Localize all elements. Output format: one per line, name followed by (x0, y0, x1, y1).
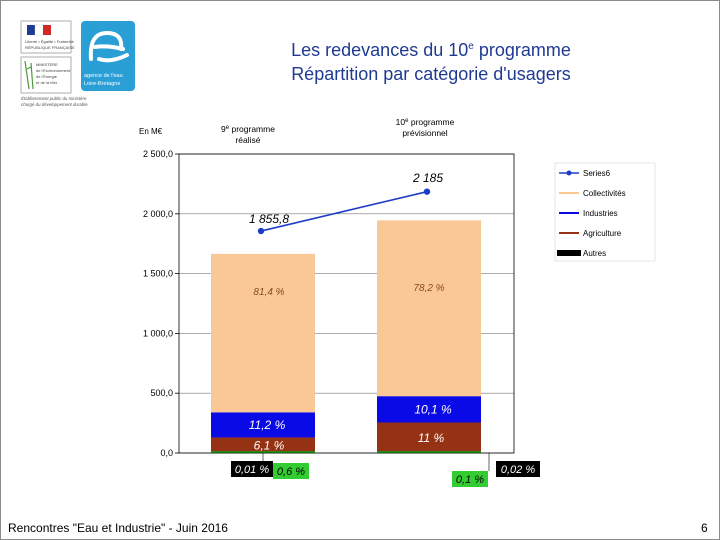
callout-text-1: 0,6 % (277, 466, 305, 478)
category-line2-1: prévisionnel (402, 128, 447, 138)
ministere-grass-icon (24, 60, 34, 90)
republique-line-1: Liberté • Égalité • Fraternité (25, 39, 75, 44)
flag-red (43, 25, 51, 35)
ticks-layer: 0,0 500,0 1 000,0 1 500,0 2 000,0 2 500,0 9e p… (143, 117, 455, 458)
ytick-label-3: 1 500,0 (143, 269, 173, 279)
etablissement-line-2: chargé du développement durable (21, 102, 88, 107)
ytick-label-5: 2 500,0 (143, 149, 173, 159)
line-value-label-1: 2 185 (412, 171, 443, 185)
pct-industries-1: 10,1 % (414, 402, 452, 416)
line-point-1 (423, 188, 431, 195)
ministere-line-2: de l'Environnement, (36, 68, 71, 73)
pct-collectivites-1: 78,2 % (413, 283, 444, 294)
page-number: 6 (701, 521, 708, 535)
slide-title: Les redevances du 10e programme Répartit… (201, 35, 661, 86)
line-layer: 1 855,8 2 185 (249, 171, 443, 235)
legend-label-2: Industries (583, 209, 618, 218)
bar-industries-0 (211, 412, 315, 438)
category-sup-1: e (405, 118, 409, 124)
ytick-label-4: 2 000,0 (143, 209, 173, 219)
category-label-1: 10e programme (396, 117, 455, 127)
ministere-line-4: et de la Mer (36, 80, 58, 85)
callout-text-2: 0,1 % (456, 474, 484, 486)
title-line-1-suffix: programme (473, 40, 571, 60)
category-line1-1: programme (408, 117, 454, 127)
title-line-1-prefix: Les redevances du 10 (291, 40, 469, 60)
republique-line-2: RÉPUBLIQUE FRANÇAISE (25, 45, 75, 50)
unit-label: En M€ (139, 127, 163, 136)
category-sup-0: e (226, 125, 230, 131)
ministere-line-3: de l'Énergie (36, 74, 58, 79)
agence-ae-icon (88, 30, 129, 63)
bar-autres-0 (211, 451, 315, 453)
pct-industries-0: 11,2 % (249, 418, 286, 432)
bar-agriculture-0 (211, 437, 315, 452)
legend-layer: Series6 Collectivités Industries Agricultur… (554, 162, 656, 262)
legend-swatch-4 (557, 250, 581, 256)
line-value-label-0: 1 855,8 (249, 212, 289, 226)
callout-box-0 (231, 461, 273, 477)
callout-text-3: 0,02 % (501, 464, 535, 476)
bar-autres-1 (377, 451, 481, 453)
title-line-1: Les redevances du 10e programme (201, 35, 661, 62)
bar-collectivités-1 (377, 220, 481, 397)
legend-label-3: Agriculture (583, 229, 622, 238)
title-line-2: Répartition par catégorie d'usagers (291, 64, 571, 84)
ministere-line-1: MINISTÈRE (36, 62, 58, 67)
bar-agriculture-1 (377, 422, 481, 452)
pct-agriculture-1: 11 % (418, 431, 445, 445)
category-label-0: 9e programme (221, 124, 275, 134)
bar-industries-1 (377, 396, 481, 423)
legend-label-0: Series6 (583, 169, 611, 178)
agence-line-2: Loire-Bretagne (84, 81, 120, 87)
title-line-1-sup: e (468, 41, 474, 52)
callout-layer: 0,01 % 0,6 % 0,1 % 0,02 % (231, 453, 540, 487)
logos-svg: Liberté • Égalité • Fraternité RÉPUBLIQU… (20, 20, 135, 107)
footer-text: Rencontres "Eau et Industrie" - Juin 201… (8, 521, 228, 535)
bars-layer (211, 220, 481, 453)
etablissement-line-1: Établissement public du ministère (21, 96, 87, 101)
logo-group: Liberté • Égalité • Fraternité RÉPUBLIQU… (19, 19, 137, 109)
category-line1-0: programme (229, 124, 275, 134)
labels-layer: 81,4 % 11,2 % 6,1 % 78,2 % 10,1 % 11 % (249, 283, 452, 452)
ytick-label-0: 0,0 (160, 448, 173, 458)
callout-text-0: 0,01 % (235, 464, 269, 476)
callout-box-2 (452, 471, 488, 487)
ytick-label-2: 1 000,0 (143, 328, 173, 338)
legend-marker-0 (566, 170, 572, 176)
ministere-frame (20, 56, 72, 94)
bar-collectivités-0 (211, 253, 315, 413)
flag-blue (27, 25, 35, 35)
agence-line-1: agence de l'eau (84, 73, 123, 79)
legend-label-4: Autres (583, 249, 606, 258)
line-series6 (260, 190, 428, 232)
legend-label-1: Collectivités (583, 189, 626, 198)
pct-agriculture-0: 6,1 % (254, 438, 285, 452)
category-line2-0: réalisé (235, 135, 260, 145)
callout-box-3 (496, 461, 540, 477)
pct-collectivites-0: 81,4 % (253, 287, 284, 298)
plot-frame (178, 153, 515, 454)
ytick-label-1: 500,0 (150, 388, 173, 398)
callout-box-1 (273, 463, 309, 479)
line-point-0 (257, 227, 265, 235)
